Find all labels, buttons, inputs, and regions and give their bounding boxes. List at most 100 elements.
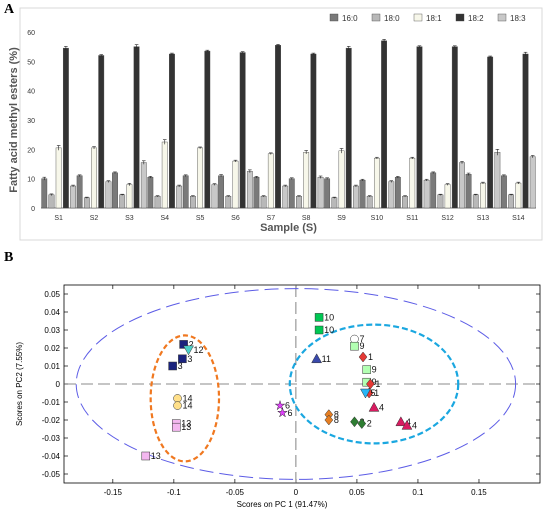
bar <box>451 46 458 209</box>
y-tick-label: 30 <box>27 118 35 125</box>
point-label: 6 <box>287 408 292 418</box>
bar <box>48 194 55 209</box>
x-tick-label: 0.15 <box>471 488 487 497</box>
bar <box>112 172 118 209</box>
x-axis-label: Sample (S) <box>260 222 317 234</box>
data-point <box>324 409 334 421</box>
point-label: 2 <box>367 419 372 429</box>
bar <box>70 185 76 209</box>
x-tick-label: S14 <box>512 215 525 222</box>
bar <box>416 46 423 209</box>
y-tick-label: 40 <box>27 89 35 96</box>
point-label: 4 <box>412 420 417 430</box>
data-point <box>168 361 177 371</box>
bar <box>225 196 232 209</box>
x-tick-label: 0.05 <box>349 488 365 497</box>
bar <box>288 178 295 209</box>
point-label: 4 <box>406 417 411 427</box>
y-tick-label: -0.02 <box>42 416 61 425</box>
bar <box>253 176 260 209</box>
bar <box>190 196 196 209</box>
point-label: 9 <box>372 365 377 375</box>
data-point <box>314 313 324 322</box>
y-tick-label: -0.03 <box>42 434 61 443</box>
data-point <box>173 394 182 403</box>
bar <box>501 175 507 209</box>
x-tick-label: 0.1 <box>412 488 424 497</box>
point-label: 2 <box>359 417 364 427</box>
bar <box>211 184 218 209</box>
point-label: 4 <box>379 402 384 412</box>
data-point <box>183 345 194 356</box>
bar <box>437 194 444 209</box>
x-tick-label: S1 <box>54 215 63 222</box>
point-label: 14 <box>183 393 193 403</box>
y-tick-label: -0.05 <box>42 470 61 479</box>
data-point <box>172 419 181 428</box>
y-axis-label: Fatty acid methyl esters (%) <box>8 47 20 193</box>
bar <box>331 197 338 209</box>
x-tick-label: S6 <box>231 215 240 222</box>
point-label: 9 <box>359 341 364 351</box>
point-label: 14 <box>183 401 193 411</box>
point-label: 13 <box>181 422 191 432</box>
data-point <box>311 353 323 364</box>
point-label: 7 <box>359 334 364 344</box>
point-label: 13 <box>181 419 191 429</box>
data-point <box>179 340 188 349</box>
legend-swatch <box>413 13 423 22</box>
legend-label: 18:2 <box>468 14 484 23</box>
bar <box>388 181 395 209</box>
cluster-ellipse-orange <box>149 334 221 463</box>
bar <box>317 176 324 209</box>
bar <box>246 171 253 209</box>
bar <box>239 52 246 209</box>
bar <box>296 196 302 209</box>
y-tick-label: -0.01 <box>42 398 61 407</box>
legend-swatch <box>455 13 465 22</box>
bar <box>459 162 465 209</box>
bar <box>91 147 97 209</box>
bar <box>126 184 133 209</box>
bar <box>76 175 83 209</box>
point-label: 1 <box>368 352 373 362</box>
bar <box>444 184 451 209</box>
x-tick-label: S13 <box>477 215 490 222</box>
bar <box>324 178 331 209</box>
x-tick-label: S12 <box>441 215 454 222</box>
bar <box>366 196 373 209</box>
bar <box>204 50 211 209</box>
x-tick-label: 0 <box>294 488 299 497</box>
x-tick-label: -0.15 <box>104 488 123 497</box>
x-tick-label: S11 <box>406 215 418 222</box>
data-point <box>401 419 413 430</box>
bar <box>41 178 48 209</box>
x-tick-label: -0.1 <box>167 488 181 497</box>
bar <box>373 157 380 209</box>
bar <box>62 47 69 209</box>
bar <box>381 40 387 209</box>
point-label: 2 <box>189 339 194 349</box>
bar <box>465 174 472 209</box>
panel-b-label: B <box>4 250 14 265</box>
bar <box>282 185 289 209</box>
x-tick-label: S7 <box>267 215 276 222</box>
y-tick-label: 60 <box>27 30 35 37</box>
bar <box>472 194 479 209</box>
bar <box>154 196 161 209</box>
x-tick-label: S4 <box>160 215 169 222</box>
y-tick-label: 0.01 <box>44 362 60 371</box>
bar <box>430 172 437 209</box>
bar <box>161 141 168 209</box>
bar <box>522 53 529 209</box>
bar <box>133 46 140 209</box>
x-tick-label: S9 <box>337 215 346 222</box>
data-point <box>364 387 374 399</box>
y-tick-label: 0.05 <box>44 290 60 299</box>
point-label: 6 <box>285 401 290 411</box>
bar <box>423 179 430 209</box>
bar <box>232 160 239 209</box>
point-label: 10 <box>324 312 334 322</box>
bar <box>529 156 536 209</box>
bar <box>303 152 310 209</box>
